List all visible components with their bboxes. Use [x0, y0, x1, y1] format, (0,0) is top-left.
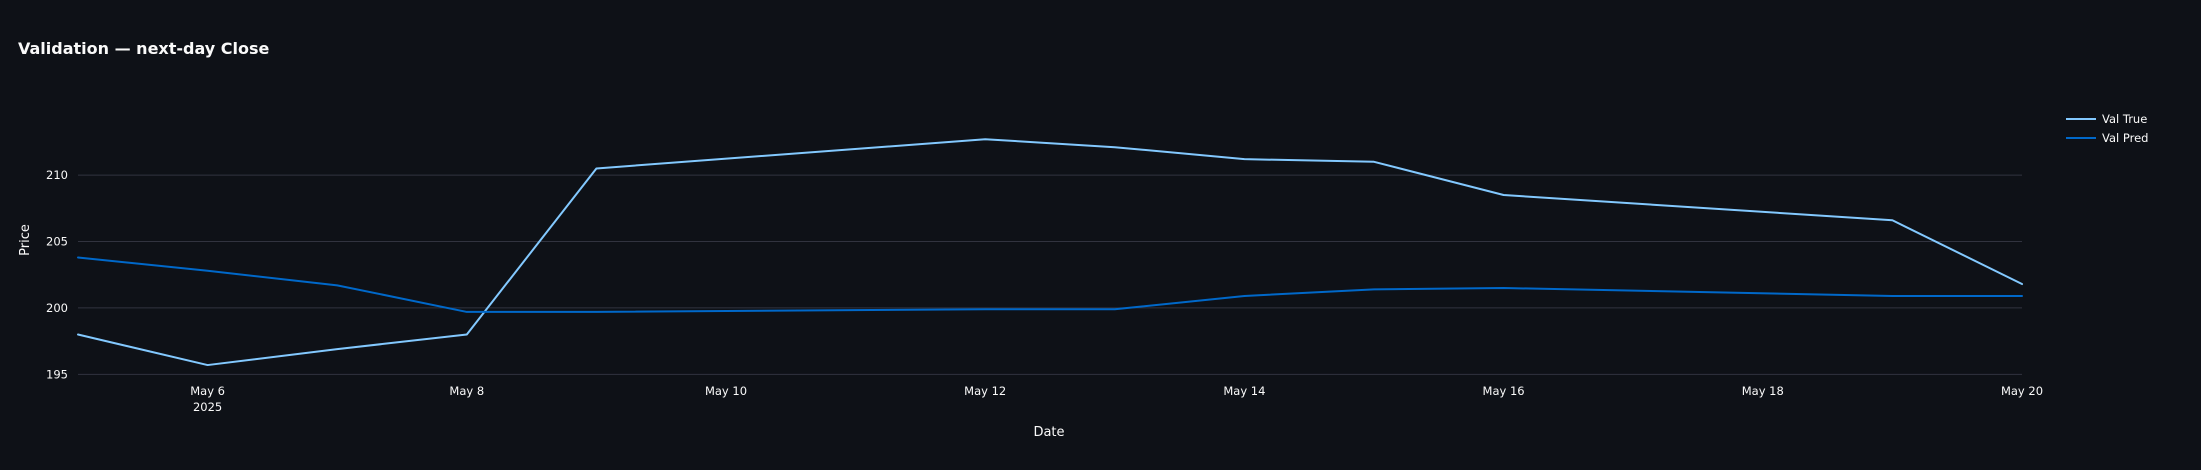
y-tick-label: 205: [46, 235, 68, 249]
x-tick-label: May 6: [190, 384, 225, 398]
x-tick-sublabel: 2025: [193, 400, 222, 414]
legend-item-val-true[interactable]: Val True: [2066, 112, 2147, 126]
legend-label: Val True: [2102, 112, 2147, 126]
x-tick-label: May 12: [964, 384, 1006, 398]
y-tick-label: 195: [46, 367, 68, 381]
series-line-val-true[interactable]: [77, 138, 2023, 367]
x-axis-ticks: May 6 2025 May 8 May 10 May 12 May 14 May 16 Ma…: [190, 384, 2043, 414]
y-tick-label: 200: [46, 301, 68, 315]
series-layer: [77, 138, 2023, 367]
x-tick-label: May 8: [449, 384, 484, 398]
chart-title: Validation — next-day Close: [18, 39, 270, 58]
legend-item-val-pred[interactable]: Val Pred: [2066, 131, 2148, 145]
y-axis-ticks: 195 200 205 210: [46, 168, 68, 381]
x-axis-title: Date: [1033, 425, 1064, 440]
legend[interactable]: Val True Val Pred: [2066, 112, 2148, 145]
series-line-val-pred[interactable]: [77, 256, 2023, 313]
y-axis-title: Price: [18, 224, 33, 256]
x-tick-label: May 20: [2001, 384, 2043, 398]
grid-layer: [78, 174, 2022, 375]
x-tick-label: May 18: [1742, 384, 1784, 398]
x-tick-label: May 10: [705, 384, 747, 398]
x-tick-label: May 16: [1483, 384, 1525, 398]
legend-label: Val Pred: [2102, 131, 2148, 145]
x-tick-label: May 14: [1223, 384, 1265, 398]
y-tick-label: 210: [46, 168, 68, 182]
